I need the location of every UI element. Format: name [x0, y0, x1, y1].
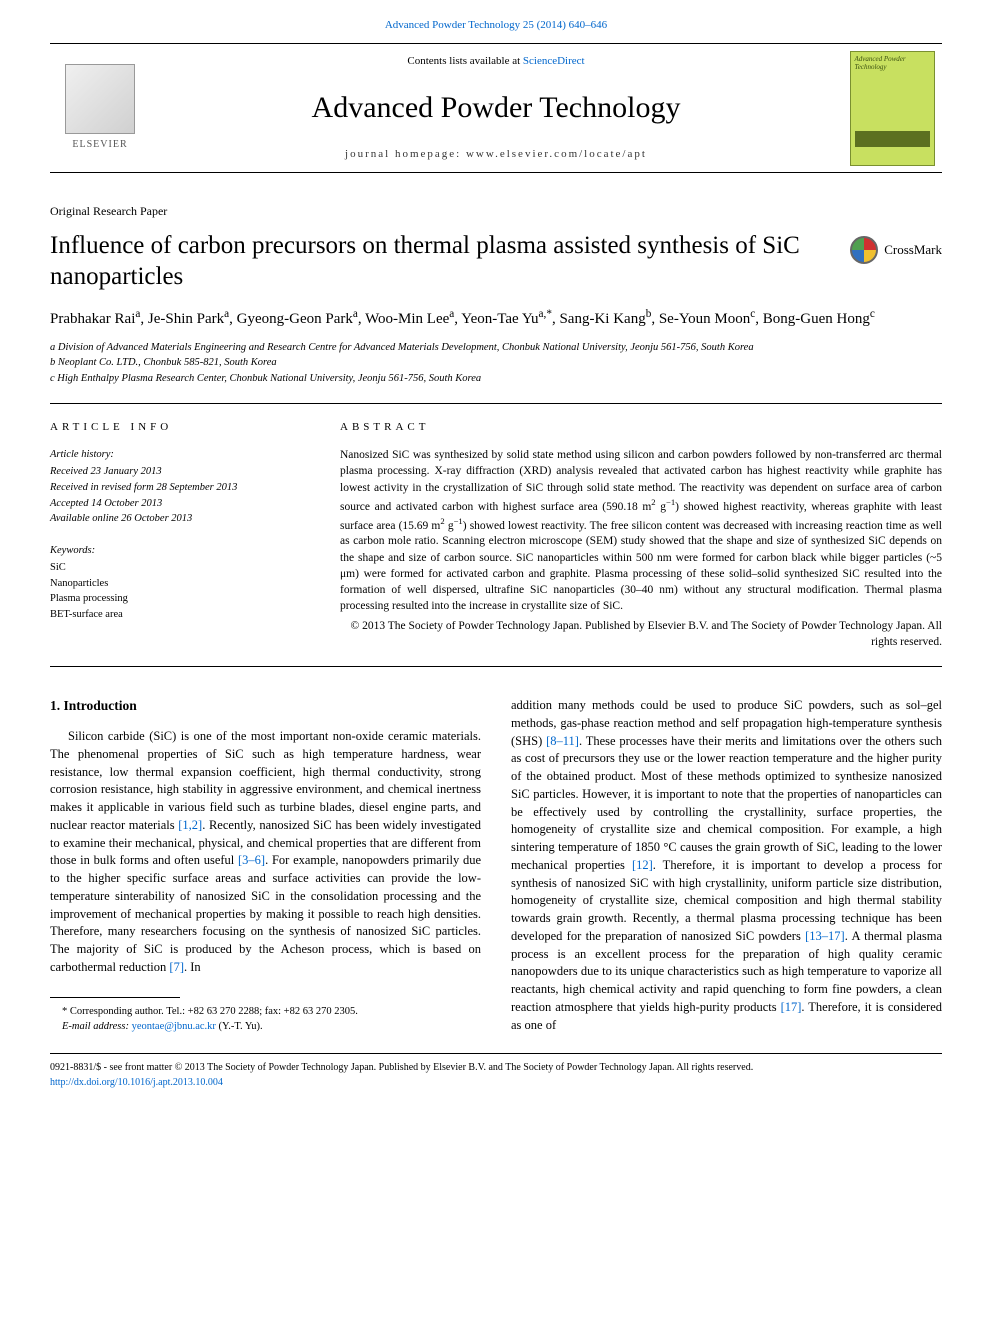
keyword-item: SiC	[50, 560, 310, 576]
right-column: addition many methods could be used to p…	[511, 697, 942, 1035]
left-column: 1. Introduction Silicon carbide (SiC) is…	[50, 697, 481, 1035]
author-list: Prabhakar Raia, Je-Shin Parka, Gyeong-Ge…	[50, 307, 942, 330]
history-heading: Article history:	[50, 447, 310, 463]
keywords-heading: Keywords:	[50, 543, 310, 559]
email-label: E-mail address:	[62, 1021, 132, 1032]
abstract-text: Nanosized SiC was synthesized by solid s…	[340, 447, 942, 614]
affiliation-a: a Division of Advanced Materials Enginee…	[50, 340, 942, 356]
footnote-divider	[50, 997, 180, 998]
article-info-heading: article info	[50, 420, 310, 435]
elsevier-tree-icon	[65, 64, 135, 134]
top-citation: Advanced Powder Technology 25 (2014) 640…	[0, 0, 992, 43]
metadata-row: article info Article history: Received 2…	[50, 404, 942, 650]
intro-paragraph-1: Silicon carbide (SiC) is one of the most…	[50, 728, 481, 977]
history-online: Available online 26 October 2013	[50, 511, 310, 527]
article-info-block: article info Article history: Received 2…	[50, 404, 310, 650]
cover-thumbnail-title: Advanced Powder Technology	[855, 56, 930, 71]
contents-prefix: Contents lists available at	[407, 55, 522, 67]
publisher-name: ELSEVIER	[72, 138, 127, 152]
journal-banner: ELSEVIER Contents lists available at Sci…	[50, 43, 942, 173]
divider	[50, 666, 942, 667]
history-revised: Received in revised form 28 September 20…	[50, 480, 310, 496]
abstract-block: abstract Nanosized SiC was synthesized b…	[340, 404, 942, 650]
keywords-block: Keywords: SiC Nanoparticles Plasma proce…	[50, 543, 310, 623]
contents-line: Contents lists available at ScienceDirec…	[150, 54, 842, 69]
keyword-item: Plasma processing	[50, 591, 310, 607]
corresponding-email-link[interactable]: yeontae@jbnu.ac.kr	[132, 1021, 216, 1032]
affiliation-c: c High Enthalpy Plasma Research Center, …	[50, 371, 942, 387]
abstract-copyright: © 2013 The Society of Powder Technology …	[340, 618, 942, 650]
homepage-line: journal homepage: www.elsevier.com/locat…	[150, 147, 842, 162]
email-suffix: (Y.-T. Yu).	[216, 1021, 263, 1032]
cover-thumbnail-block: Advanced Powder Technology	[842, 44, 942, 172]
crossmark-badge[interactable]: CrossMark	[850, 236, 942, 264]
section-heading-intro: 1. Introduction	[50, 697, 481, 716]
body-columns: 1. Introduction Silicon carbide (SiC) is…	[50, 697, 942, 1035]
keyword-item: Nanoparticles	[50, 576, 310, 592]
bottom-divider	[50, 1053, 942, 1054]
email-footnote: E-mail address: yeontae@jbnu.ac.kr (Y.-T…	[50, 1019, 481, 1035]
issn-copyright-line: 0921-8831/$ - see front matter © 2013 Th…	[50, 1060, 942, 1075]
journal-cover-thumbnail: Advanced Powder Technology	[850, 51, 935, 166]
banner-center: Contents lists available at ScienceDirec…	[150, 44, 842, 172]
crossmark-icon	[850, 236, 878, 264]
journal-name: Advanced Powder Technology	[150, 87, 842, 129]
intro-paragraph-2: addition many methods could be used to p…	[511, 697, 942, 1034]
article-title: Influence of carbon precursors on therma…	[50, 230, 942, 293]
keyword-item: BET-surface area	[50, 607, 310, 623]
homepage-url[interactable]: www.elsevier.com/locate/apt	[466, 148, 647, 160]
abstract-heading: abstract	[340, 420, 942, 435]
cover-thumbnail-bar	[855, 131, 930, 147]
homepage-prefix: journal homepage:	[345, 148, 466, 160]
affiliations: a Division of Advanced Materials Enginee…	[50, 340, 942, 387]
bottom-meta: 0921-8831/$ - see front matter © 2013 Th…	[50, 1060, 942, 1090]
sciencedirect-link[interactable]: ScienceDirect	[523, 55, 585, 67]
history-received: Received 23 January 2013	[50, 464, 310, 480]
article-history: Article history: Received 23 January 201…	[50, 447, 310, 527]
affiliation-b: b Neoplant Co. LTD., Chonbuk 585-821, So…	[50, 355, 942, 371]
corresponding-author-footnote: * Corresponding author. Tel.: +82 63 270…	[50, 1004, 481, 1020]
crossmark-label: CrossMark	[884, 241, 942, 259]
doi-link[interactable]: http://dx.doi.org/10.1016/j.apt.2013.10.…	[50, 1077, 223, 1088]
article-type-label: Original Research Paper	[50, 203, 942, 220]
history-accepted: Accepted 14 October 2013	[50, 496, 310, 512]
publisher-logo-block: ELSEVIER	[50, 44, 150, 172]
